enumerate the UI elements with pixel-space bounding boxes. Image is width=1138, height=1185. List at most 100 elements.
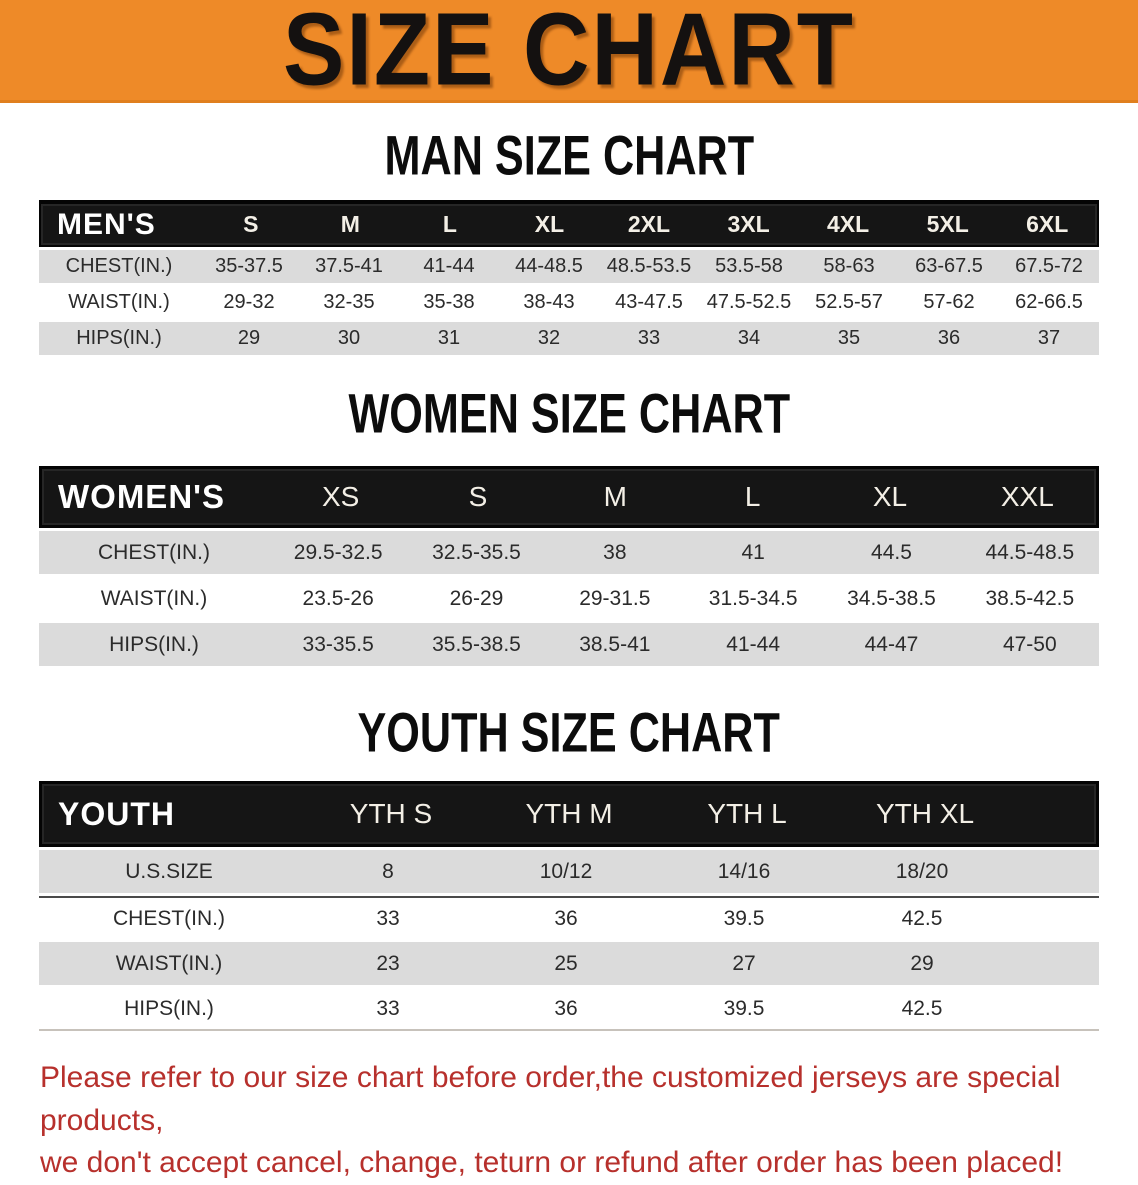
column-header: 4XL [827, 211, 870, 237]
column-header: XL [534, 211, 565, 237]
size-value-cell: 53.5-58 [715, 255, 783, 277]
size-value-cell: 47-50 [1002, 632, 1057, 656]
size-value-cell: 67.5-72 [1015, 255, 1083, 277]
size-value-cell: 27 [732, 951, 756, 975]
size-value-cell: 32-35 [323, 291, 375, 313]
man-size-chart-heading: MAN SIZE CHART [384, 126, 754, 187]
size-value-cell: 10/12 [539, 859, 593, 883]
size-value-cell: 30 [337, 327, 361, 349]
size-value-cell: 25 [554, 951, 578, 975]
size-value-cell: 44.5 [871, 540, 912, 564]
table-row: WAIST(IN.) 29-32 32-35 35-38 38-43 43-47… [39, 286, 1099, 319]
size-value-cell: 34.5-38.5 [847, 586, 936, 610]
size-value-cell: 37 [1037, 327, 1061, 349]
table-row: CHEST(IN.) 35-37.5 37.5-41 41-44 44-48.5… [39, 250, 1099, 283]
size-value-cell: 29-31.5 [579, 586, 651, 610]
size-value-cell: 14/16 [717, 859, 771, 883]
column-header: S [243, 211, 259, 237]
size-value-cell: 52.5-57 [815, 291, 883, 313]
row-label: U.S.SIZE [125, 859, 213, 883]
column-header: YTH XL [875, 798, 975, 829]
column-header: L [744, 481, 761, 512]
table-row: HIPS(IN.) 29 30 31 32 33 34 35 36 37 [39, 322, 1099, 355]
size-value-cell: 35-37.5 [215, 255, 283, 277]
section-heading-women: WOMEN SIZE CHART [0, 384, 1138, 445]
size-value-cell: 29-32 [223, 291, 275, 313]
size-value-cell: 33 [376, 996, 400, 1020]
column-header: 3XL [727, 211, 770, 237]
size-value-cell: 44-48.5 [515, 255, 583, 277]
size-value-cell: 32.5-35.5 [432, 540, 521, 564]
size-value-cell: 38 [603, 540, 627, 564]
row-label: CHEST(IN.) [98, 540, 210, 564]
womens-table-header-row: WOMEN'S XS S M L XL XXL [39, 466, 1099, 528]
column-header: 2XL [627, 211, 671, 237]
size-value-cell: 31.5-34.5 [708, 586, 798, 610]
size-value-cell: 39.5 [723, 906, 765, 930]
table-row: WAIST(IN.) 23 25 27 29 [39, 942, 1099, 985]
size-value-cell: 34 [737, 327, 761, 349]
size-value-cell: 38-43 [523, 291, 575, 313]
womens-corner-label: WOMEN'S [58, 478, 226, 515]
disclaimer-text: Please refer to our size chart before or… [40, 1057, 1138, 1185]
size-value-cell: 38.5-42.5 [985, 586, 1075, 610]
size-value-cell: 32 [537, 327, 561, 349]
disclaimer-line-2: we don't accept cancel, change, teturn o… [40, 1146, 1064, 1180]
size-value-cell: 44-47 [864, 632, 919, 656]
size-value-cell: 47.5-52.5 [706, 291, 792, 313]
size-value-cell: 29 [237, 327, 261, 349]
section-heading-youth: YOUTH SIZE CHART [0, 703, 1138, 764]
row-label: HIPS(IN.) [76, 327, 162, 349]
section-heading-man: MAN SIZE CHART [0, 126, 1138, 187]
size-value-cell: 38.5-41 [579, 632, 651, 656]
column-header: L [442, 211, 457, 237]
size-value-cell: 41-44 [726, 632, 781, 656]
column-header: XXL [1000, 481, 1054, 512]
table-row: HIPS(IN.) 33-35.5 35.5-38.5 38.5-41 41-4… [39, 623, 1099, 666]
youth-table-header-row: YOUTH YTH S YTH M YTH L YTH XL [39, 781, 1099, 847]
size-value-cell: 36 [554, 996, 578, 1020]
size-value-cell: 35-38 [423, 291, 475, 313]
youth-size-chart-heading: YOUTH SIZE CHART [357, 703, 781, 764]
size-value-cell: 48.5-53.5 [606, 255, 692, 277]
column-header: 6XL [1026, 211, 1069, 237]
mens-size-table: MEN'S S M L XL 2XL 3XL 4XL 5XL 6XL CHEST… [39, 200, 1099, 355]
youth-corner-label: YOUTH [58, 795, 175, 832]
size-value-cell: 33 [376, 906, 400, 930]
size-value-cell: 63-67.5 [915, 255, 983, 277]
table-row: WAIST(IN.) 23.5-26 26-29 29-31.5 31.5-34… [39, 577, 1099, 620]
size-value-cell: 62-66.5 [1015, 291, 1083, 313]
row-label: CHEST(IN.) [65, 255, 173, 277]
size-value-cell: 37.5-41 [315, 255, 383, 277]
mens-corner-label: MEN'S [57, 207, 156, 241]
size-value-cell: 58-63 [823, 255, 875, 277]
table-row: U.S.SIZE 8 10/12 14/16 18/20 [39, 850, 1099, 893]
size-value-cell: 8 [382, 859, 394, 883]
banner-title: SIZE CHART [283, 0, 855, 107]
size-value-cell: 29 [910, 951, 934, 975]
mens-table-header-row: MEN'S S M L XL 2XL 3XL 4XL 5XL 6XL [39, 200, 1099, 247]
size-value-cell: 42.5 [901, 906, 943, 930]
size-value-cell: 23.5-26 [302, 586, 374, 610]
column-header: YTH M [525, 798, 613, 829]
size-value-cell: 39.5 [723, 996, 765, 1020]
womens-size-table: WOMEN'S XS S M L XL XXL CHEST(IN.) 29.5-… [39, 466, 1099, 666]
column-header: S [468, 481, 488, 512]
row-label: HIPS(IN.) [109, 632, 199, 656]
size-value-cell: 33-35.5 [302, 632, 374, 656]
row-label: WAIST(IN.) [100, 586, 208, 610]
table-row: HIPS(IN.) 33 36 39.5 42.5 [39, 988, 1099, 1031]
youth-size-table: YOUTH YTH S YTH M YTH L YTH XL U.S.SIZE … [39, 781, 1099, 1031]
size-value-cell: 41-44 [423, 255, 475, 277]
column-header: XL [872, 481, 908, 512]
table-row: CHEST(IN.) 29.5-32.5 32.5-35.5 38 41 44.… [39, 531, 1099, 574]
size-value-cell: 31 [437, 327, 461, 349]
size-value-cell: 33 [637, 327, 661, 349]
banner: SIZE CHART [0, 0, 1138, 107]
women-size-chart-heading: WOMEN SIZE CHART [348, 384, 790, 445]
size-value-cell: 23 [376, 951, 400, 975]
row-label: WAIST(IN.) [68, 291, 170, 313]
size-value-cell: 35.5-38.5 [432, 632, 521, 656]
disclaimer-line-1: Please refer to our size chart before or… [40, 1061, 1061, 1137]
size-value-cell: 43-47.5 [615, 291, 683, 313]
